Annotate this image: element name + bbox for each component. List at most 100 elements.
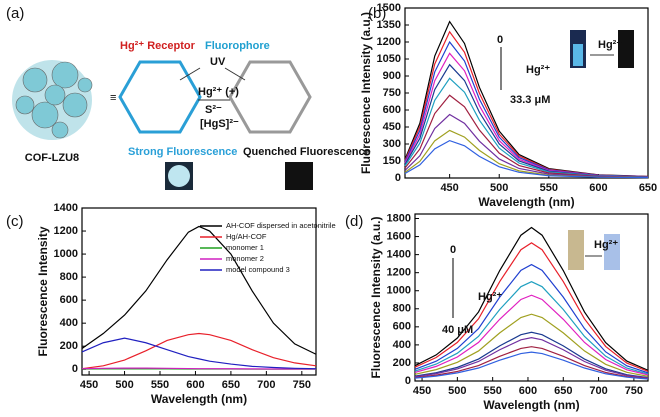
panel-label: (a) [6,5,24,22]
y-tick-label: 1000 [54,248,78,260]
y-axis-title: Fluorescence Intensity [36,226,50,356]
annotation: 33.3 μM [510,94,550,106]
y-axis-title: Fluorescence Intensity (a.u.) [359,12,373,174]
uv-label: UV [210,56,226,68]
y-tick-label: 1350 [377,19,401,31]
y-tick-label: 600 [393,321,411,333]
y-tick-label: 0 [72,363,78,375]
x-axis-title: Wavelength (nm) [151,392,247,406]
y-tick-label: 1600 [387,230,411,242]
y-tick-label: 450 [383,121,401,133]
vial-before [568,230,584,270]
y-tick-label: 0 [395,172,401,184]
uv-arrow [179,67,201,81]
series-line [81,225,317,355]
y-tick-label: 600 [60,294,78,306]
y-tick-label: 1200 [54,225,78,237]
uv-arrow [224,67,246,81]
legend-label: monomer 1 [226,243,264,252]
x-tick-label: 650 [222,379,240,391]
quenched-label: Quenched Fluorescence [243,146,371,158]
x-tick-label: 600 [589,182,607,194]
x-axis-title: Wavelength (nm) [483,398,579,412]
x-tick-label: 650 [639,182,657,194]
x-tick-label: 600 [519,385,537,397]
series-line [404,40,649,178]
y-tick-label: 800 [60,271,78,283]
x-tick-label: 700 [257,379,275,391]
x-tick-label: 500 [115,379,133,391]
legend-label: monomer 2 [226,254,264,263]
annotation: Hg²⁺ [598,39,622,51]
y-tick-label: 900 [383,70,401,82]
y-tick-label: 200 [393,357,411,369]
series-line [414,226,649,371]
y-tick-label: 400 [60,317,78,329]
series-line [414,281,649,375]
x-axis-title: Wavelength (nm) [478,195,574,209]
x-tick-label: 750 [625,385,643,397]
x-tick-label: 450 [80,379,98,391]
fluorophore-label: Fluorophore [205,40,270,52]
receptor-label: Hg²⁺ Receptor [120,40,196,52]
series-line [414,294,649,376]
vial-glow [573,44,583,66]
series-line [81,337,317,370]
annotation: 40 μM [442,324,473,336]
y-tick-label: 800 [393,303,411,315]
y-tick-label: 400 [393,339,411,351]
hg-add: Hg²⁺ (+) [198,86,239,98]
plot-frame [414,213,649,382]
series-line [414,351,649,380]
y-tick-label: 750 [383,87,401,99]
hgs-label: [HgS]²⁻ [200,118,239,130]
y-tick-label: 1800 [387,212,411,224]
plot-frame [81,207,317,376]
x-tick-label: 500 [448,385,466,397]
series-line [414,337,649,379]
x-tick-label: 550 [483,385,501,397]
series-line [414,263,649,374]
series-line [404,63,649,178]
y-axis-title: Fluorescence Intensity (a.u.) [369,216,383,378]
x-tick-label: 700 [589,385,607,397]
legend-label: AH-COF dispersed in acetonitrile [226,221,336,230]
annotation: Hg²⁺ [594,239,618,251]
annotation: Hg²⁺ [478,291,502,303]
y-tick-label: 1050 [377,53,401,65]
x-tick-label: 650 [554,385,572,397]
series-line [404,139,649,179]
legend-label: model compound 3 [226,265,290,274]
x-tick-label: 450 [413,385,431,397]
y-tick-label: 1400 [387,249,411,261]
x-tick-label: 750 [293,379,311,391]
y-tick-label: 1000 [387,285,411,297]
y-tick-label: 0 [405,375,411,387]
vial-after [618,30,634,68]
y-tick-label: 1500 [377,2,401,14]
x-tick-label: 600 [186,379,204,391]
series-line [404,77,649,178]
equiv-sign: ≡ [110,92,116,104]
x-tick-label: 550 [540,182,558,194]
strong-label: Strong Fluorescence [128,146,237,158]
hexagon-quenched [228,60,312,134]
y-tick-label: 1200 [377,36,401,48]
annotation: 0 [497,34,503,46]
series-line [414,331,649,379]
series-line [81,367,316,370]
panel-label: (b) [368,5,386,22]
cof-cluster [12,60,93,140]
x-tick-label: 500 [490,182,508,194]
series-line [414,346,649,380]
s2-label: S²⁻ [205,104,222,116]
series-line [414,242,649,372]
y-tick-label: 200 [60,340,78,352]
annotation: Hg²⁺ [526,64,550,76]
y-tick-label: 1400 [54,202,78,214]
hexagon-strong [118,60,202,134]
y-tick-label: 300 [383,138,401,150]
vial-after [604,234,620,270]
legend-label: Hg/AH-COF [226,232,267,241]
y-tick-label: 150 [383,155,401,167]
